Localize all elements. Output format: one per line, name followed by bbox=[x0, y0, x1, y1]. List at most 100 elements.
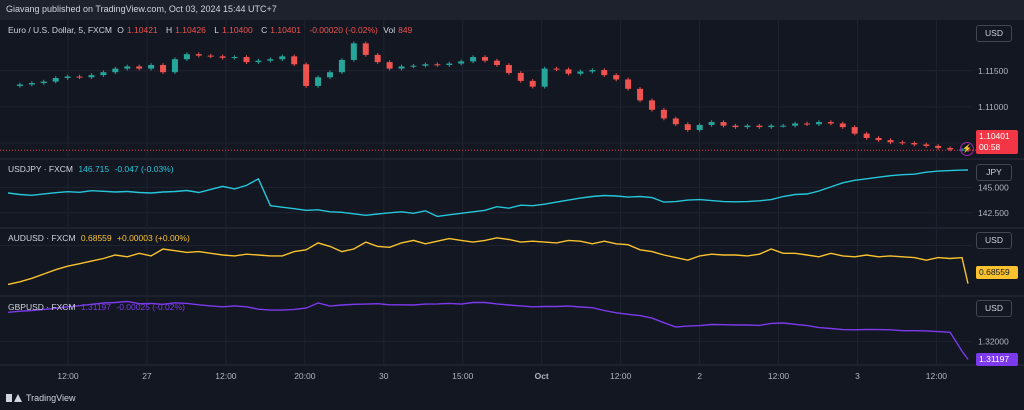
candle-body bbox=[160, 65, 167, 73]
candle-body bbox=[863, 133, 870, 138]
candle-body bbox=[398, 66, 405, 69]
candle-body bbox=[112, 68, 119, 73]
candle-body bbox=[255, 60, 262, 63]
candle-body bbox=[780, 125, 787, 127]
legend-usdjpy-change: -0.047 (-0.03%) bbox=[114, 164, 174, 174]
currency-button-usdjpy[interactable]: JPY bbox=[976, 164, 1012, 181]
candle-body bbox=[553, 68, 560, 70]
candle-body bbox=[744, 125, 751, 128]
x-tick-label: 12:00 bbox=[768, 371, 790, 381]
candle-body bbox=[219, 56, 226, 58]
candle-body bbox=[839, 123, 846, 128]
tradingview-logo-text: TradingView bbox=[26, 393, 76, 403]
candle-body bbox=[613, 75, 620, 80]
candle-body bbox=[124, 66, 131, 69]
last-price-eurusd: 1.10401 bbox=[979, 131, 1010, 141]
candle-body bbox=[565, 69, 572, 74]
candle-body bbox=[470, 57, 477, 62]
candle-body bbox=[637, 88, 644, 101]
candle-body bbox=[350, 43, 357, 60]
legend-usdjpy-value: 146.715 bbox=[78, 164, 110, 174]
currency-button-gbpusd[interactable]: USD bbox=[976, 300, 1012, 317]
x-tick-label: 12:00 bbox=[926, 371, 948, 381]
series-line-gbpusd bbox=[7, 300, 969, 360]
candle-body bbox=[64, 76, 71, 78]
candle-body bbox=[911, 143, 918, 145]
candle-body bbox=[648, 100, 655, 110]
candle-body bbox=[517, 72, 524, 81]
tradingview-logo[interactable]: TradingView bbox=[6, 393, 76, 403]
candle-body bbox=[792, 123, 799, 126]
currency-button-audusd[interactable]: USD bbox=[976, 232, 1012, 249]
x-tick-label: 20:00 bbox=[294, 371, 316, 381]
tradingview-logo-icon bbox=[6, 393, 22, 403]
candle-body bbox=[815, 122, 822, 125]
x-tick-label: 15:00 bbox=[452, 371, 474, 381]
candle-body bbox=[529, 80, 536, 87]
candle-body bbox=[52, 78, 59, 82]
price-tick-label: 1.11500 bbox=[978, 66, 1008, 76]
candle-body bbox=[660, 109, 667, 119]
price-tick-label: 142.500 bbox=[978, 208, 1009, 218]
candle-body bbox=[696, 124, 703, 130]
legend-h-label: H bbox=[166, 25, 173, 35]
last-price-badge-eurusd: 1.10401 00:58 bbox=[976, 130, 1018, 154]
footer: TradingView bbox=[0, 388, 1024, 410]
legend-eurusd-name: Euro / U.S. Dollar, 5, FXCM bbox=[8, 25, 112, 35]
candle-body bbox=[422, 64, 429, 66]
candle-body bbox=[386, 62, 393, 69]
candle-body bbox=[243, 57, 250, 63]
last-price-gbpusd: 1.31197 bbox=[976, 353, 1018, 366]
legend-gbpusd: GBPUSD · FXCM 1.31197 -0.00025 (-0.02%) bbox=[8, 302, 188, 312]
candle-body bbox=[76, 76, 83, 78]
bolt-icon[interactable]: ⚡ bbox=[960, 142, 974, 156]
candle-body bbox=[303, 64, 310, 86]
candle-body bbox=[40, 81, 47, 84]
price-tick-label: 145.000 bbox=[978, 182, 1009, 192]
candle-body bbox=[875, 137, 882, 141]
legend-o-label: O bbox=[117, 25, 124, 35]
candle-body bbox=[541, 68, 548, 87]
legend-usdjpy-name: USDJPY · FXCM bbox=[8, 164, 74, 174]
multi-pane-chart[interactable]: 1.115001.110001.10500145.000142.5000.690… bbox=[0, 20, 1024, 388]
legend-gbpusd-change: -0.00025 (-0.02%) bbox=[116, 302, 185, 312]
candle-body bbox=[374, 54, 381, 63]
x-tick-label: 2 bbox=[697, 371, 702, 381]
candle-body bbox=[207, 55, 214, 57]
candle-body bbox=[458, 61, 465, 64]
candle-body bbox=[601, 70, 608, 76]
price-tick-label: 1.11000 bbox=[978, 102, 1008, 112]
legend-h: 1.10426 bbox=[175, 25, 206, 35]
published-text: Giavang published on TradingView.com, Oc… bbox=[6, 4, 277, 14]
candle-body bbox=[899, 142, 906, 144]
bar-countdown: 00:58 bbox=[979, 142, 1001, 152]
x-tick-label: 12:00 bbox=[215, 371, 237, 381]
series-line-audusd bbox=[7, 237, 969, 286]
candle-body bbox=[88, 75, 95, 78]
candle-body bbox=[231, 57, 238, 59]
candle-body bbox=[923, 144, 930, 146]
legend-audusd-value: 0.68559 bbox=[80, 233, 112, 243]
legend-c: 1.10401 bbox=[270, 25, 301, 35]
candle-body bbox=[291, 56, 298, 65]
candle-body bbox=[267, 59, 274, 61]
candle-body bbox=[625, 79, 632, 89]
series-line-usdjpy bbox=[7, 169, 969, 218]
candle-body bbox=[279, 56, 286, 60]
candle-body bbox=[482, 57, 489, 61]
legend-c-label: C bbox=[261, 25, 268, 35]
legend-audusd-name: AUDUSD · FXCM bbox=[8, 233, 76, 243]
legend-audusd: AUDUSD · FXCM 0.68559 +0.00003 (+0.00%) bbox=[8, 233, 193, 243]
candle-body bbox=[183, 54, 190, 60]
candle-body bbox=[16, 84, 23, 86]
candle-body bbox=[851, 127, 858, 134]
candle-body bbox=[684, 124, 691, 130]
candle-body bbox=[28, 83, 35, 85]
candle-body bbox=[362, 43, 369, 55]
legend-o: 1.10421 bbox=[126, 25, 158, 35]
candle-body bbox=[589, 70, 596, 72]
currency-button-eurusd[interactable]: USD bbox=[976, 25, 1012, 42]
legend-l-label: L bbox=[214, 25, 220, 35]
candle-body bbox=[935, 145, 942, 149]
candle-body bbox=[326, 72, 333, 78]
